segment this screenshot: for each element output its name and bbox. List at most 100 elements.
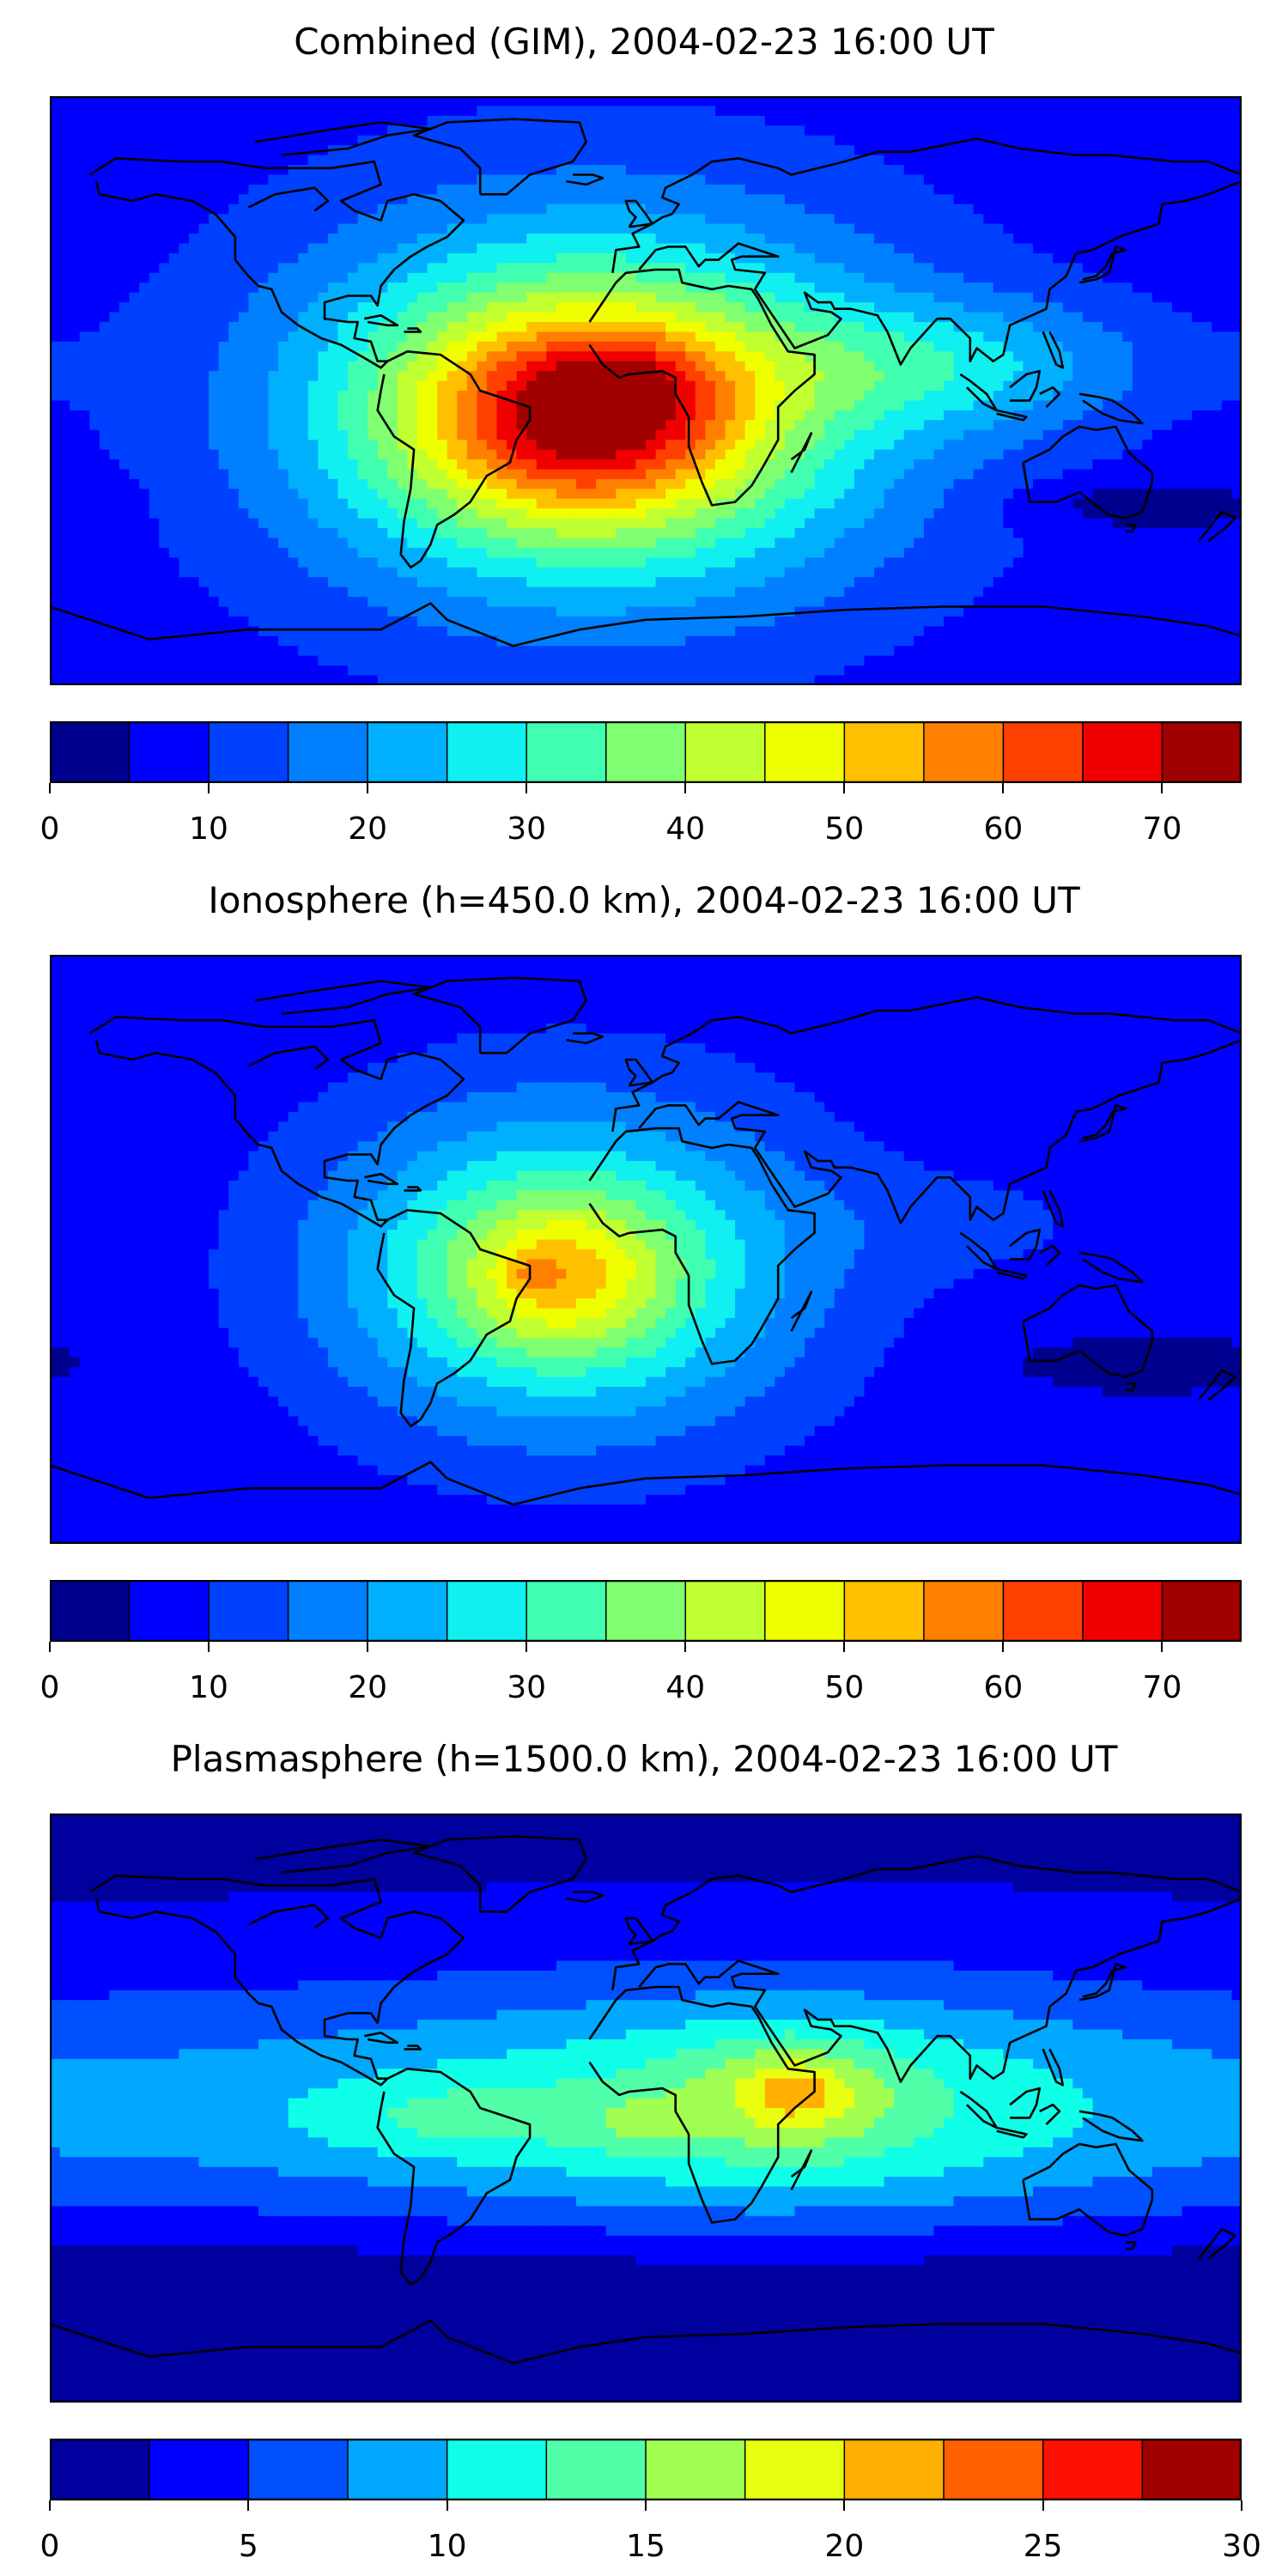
field-cell [814, 312, 825, 323]
field-cell [1151, 194, 1163, 205]
field-cell [348, 234, 359, 245]
field-cell [1062, 165, 1073, 176]
field-cell [794, 478, 805, 489]
field-cell [496, 302, 507, 313]
field-cell [477, 283, 488, 294]
field-cell [416, 410, 428, 421]
field-cell [725, 223, 736, 234]
field-cell [407, 391, 418, 402]
field-cell [387, 96, 398, 107]
field-cell [1003, 125, 1014, 137]
field-cell [844, 145, 855, 156]
field-cell [874, 283, 885, 294]
field-cell [218, 351, 229, 362]
field-cell [348, 184, 359, 195]
field-cell [1172, 302, 1183, 313]
field-cell [1201, 429, 1212, 440]
field-cell [238, 459, 249, 471]
field-cell [784, 243, 796, 254]
field-cell [268, 155, 279, 166]
field-cell [99, 440, 110, 451]
field-cell [596, 223, 607, 234]
field-cell [546, 145, 557, 156]
field-cell [307, 459, 319, 471]
field-cell [735, 214, 746, 225]
field-cell [983, 125, 994, 137]
field-cell [675, 469, 686, 480]
field-cell [337, 469, 349, 480]
field-cell [536, 283, 547, 294]
field-cell [298, 391, 309, 402]
field-cell [556, 302, 568, 313]
field-cell [496, 312, 507, 323]
field-cell [1212, 145, 1223, 156]
field-cell [288, 341, 299, 352]
field-cell [1231, 96, 1242, 107]
field-cell [129, 243, 140, 254]
field-cell [973, 174, 984, 185]
field-cell [79, 312, 90, 323]
field-cell [556, 341, 568, 352]
field-cell [209, 489, 220, 500]
field-cell [1072, 135, 1084, 146]
field-cell [248, 410, 259, 421]
field-cell [407, 420, 418, 431]
field-cell [546, 174, 557, 185]
field-cell [407, 410, 418, 421]
field-cell [705, 449, 716, 460]
field-cell [1112, 489, 1123, 500]
field-cell [685, 125, 696, 137]
field-cell [993, 459, 1004, 471]
field-cell [516, 469, 527, 480]
field-cell [1182, 380, 1193, 392]
field-cell [536, 243, 547, 254]
field-cell [209, 125, 220, 137]
field-cell [307, 478, 319, 489]
field-cell [944, 263, 955, 274]
field-cell [307, 489, 319, 500]
field-cell [834, 391, 845, 402]
field-cell [576, 361, 587, 372]
field-cell [1182, 440, 1193, 451]
field-cell [1122, 341, 1133, 352]
field-cell [139, 243, 150, 254]
field-cell [118, 380, 131, 392]
field-cell [635, 429, 647, 440]
field-cell [238, 498, 249, 509]
field-cell [963, 155, 975, 166]
field-cell [318, 459, 329, 471]
field-cell [605, 459, 617, 471]
field-cell [496, 243, 507, 254]
field-cell [288, 155, 299, 166]
field-cell [944, 371, 955, 382]
field-cell [1231, 223, 1242, 234]
field-cell [70, 440, 81, 451]
field-cell [387, 469, 398, 480]
field-cell [834, 194, 845, 205]
field-cell [983, 410, 994, 421]
field-cell [973, 214, 984, 225]
field-cell [556, 469, 568, 480]
field-cell [824, 400, 835, 411]
field-cell [1033, 135, 1044, 146]
field-cell [337, 331, 349, 343]
field-cell [844, 489, 855, 500]
field-cell [118, 391, 131, 402]
field-cell [805, 312, 816, 323]
field-cell [546, 380, 557, 392]
field-cell [685, 380, 696, 392]
field-cell [70, 410, 81, 421]
field-cell [118, 125, 131, 137]
field-cell [109, 459, 120, 471]
field-cell [944, 449, 955, 460]
field-cell [179, 321, 190, 332]
field-cell [536, 361, 547, 372]
field-cell [755, 331, 766, 343]
field-cell [775, 469, 786, 480]
field-cell [894, 204, 905, 215]
field-cell [516, 440, 527, 451]
field-cell [1192, 272, 1203, 283]
field-cell [387, 145, 398, 156]
field-cell [416, 489, 428, 500]
field-cell [516, 125, 527, 137]
